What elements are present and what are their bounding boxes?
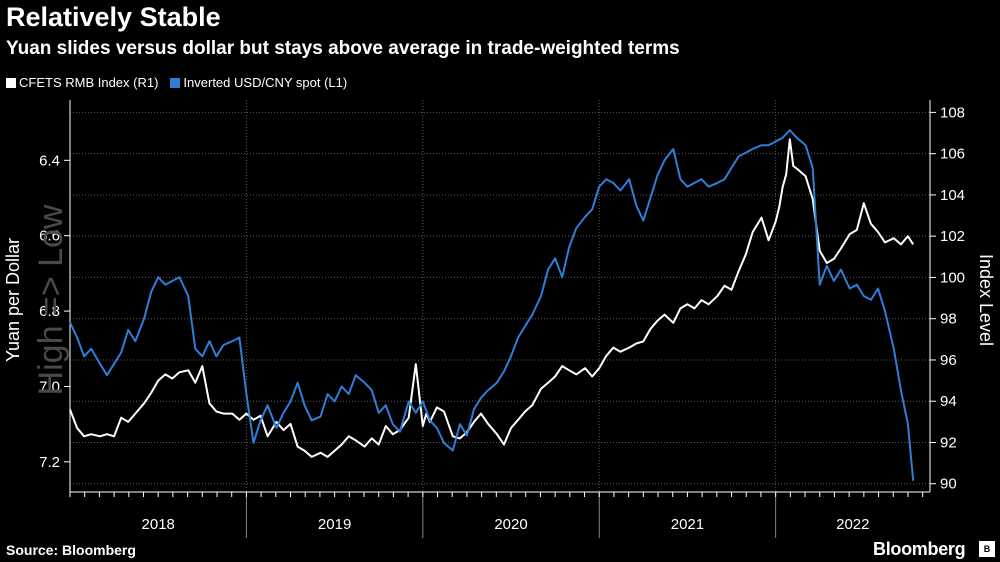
x-axis: 2018 2019 2020 2021 2022 [69, 491, 930, 538]
right-axis: 90 92 94 96 98 100 102 104 106 108 [929, 100, 965, 493]
bloomberg-logo: Bloomberg [873, 539, 966, 559]
legend-swatch-cfets [6, 77, 16, 88]
series-line-cfets [69, 138, 915, 458]
watermark-high-low: High => Low [32, 204, 70, 395]
right-tick-label: 98 [940, 311, 957, 328]
source-note: Source: Bloomberg [6, 542, 136, 558]
left-axis: 6.4 6.6 6.8 7.0 7.2 [39, 100, 71, 492]
legend: CFETS RMB Index (R1) Inverted USD/CNY sp… [6, 75, 347, 90]
right-tick-label: 90 [940, 476, 957, 493]
right-tick-label: 106 [940, 146, 965, 163]
series-lines [69, 129, 915, 481]
x-tick-label: 2022 [836, 516, 869, 533]
right-tick-label: 102 [940, 228, 965, 245]
legend-item-usdcny: Inverted USD/CNY spot (L1) [170, 75, 347, 90]
legend-label-usdcny: Inverted USD/CNY spot (L1) [183, 75, 348, 90]
legend-label-cfets: CFETS RMB Index (R1) [19, 75, 159, 90]
left-tick-label: 7.0 [39, 378, 60, 395]
x-tick-label: 2018 [142, 516, 175, 533]
bloomberg-mark-icon: B [979, 541, 995, 557]
right-axis-label: Index Level [976, 254, 996, 346]
legend-swatch-usdcny [170, 77, 181, 88]
legend-item-cfets: CFETS RMB Index (R1) [6, 75, 158, 90]
right-tick-label: 96 [940, 352, 957, 369]
left-tick-label: 6.4 [39, 152, 60, 169]
right-tick-label: 108 [940, 104, 965, 121]
x-tick-label: 2021 [671, 516, 704, 533]
right-tick-label: 92 [940, 434, 957, 451]
right-tick-label: 104 [940, 187, 965, 204]
left-tick-label: 6.8 [39, 303, 60, 320]
left-tick-label: 7.2 [39, 454, 60, 471]
left-axis-label: Yuan per Dollar [3, 238, 23, 362]
left-tick-label: 6.6 [39, 228, 60, 245]
chart-title: Relatively Stable [6, 2, 221, 32]
right-tick-label: 100 [940, 269, 965, 286]
series-line-usdcny [69, 129, 915, 481]
x-tick-label: 2020 [494, 516, 527, 533]
gridlines [69, 100, 930, 492]
right-tick-label: 94 [940, 393, 957, 410]
chart-subtitle: Yuan slides versus dollar but stays abov… [6, 38, 680, 59]
x-tick-label: 2019 [318, 516, 351, 533]
